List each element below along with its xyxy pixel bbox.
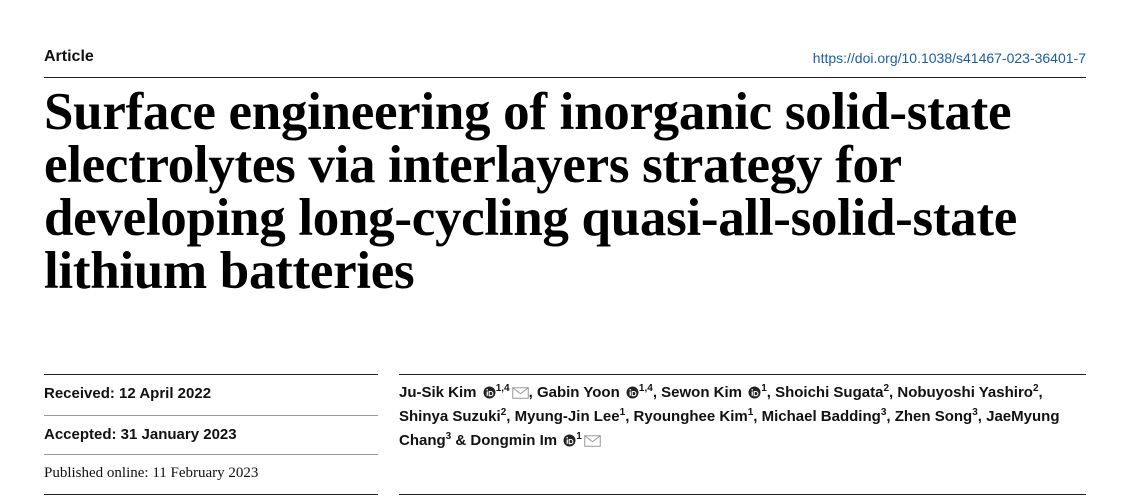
author-name[interactable]: Zhen Song bbox=[894, 408, 973, 425]
author-name[interactable]: Ryounghee Kim bbox=[633, 408, 748, 425]
date-rule bbox=[44, 374, 378, 375]
affiliation: 1,4 bbox=[495, 383, 510, 394]
separator: , bbox=[625, 408, 630, 425]
affiliation: 3 bbox=[880, 407, 887, 418]
affiliation: 2 bbox=[883, 383, 890, 394]
separator: , bbox=[1038, 384, 1043, 401]
doi-link[interactable]: https://doi.org/10.1038/s41467-023-36401… bbox=[812, 50, 1086, 66]
author: Shoichi Sugata2 bbox=[775, 383, 890, 402]
received-date: Received: 12 April 2022 bbox=[44, 385, 212, 402]
accepted-date: Accepted: 31 January 2023 bbox=[44, 426, 237, 443]
separator: , bbox=[766, 384, 771, 401]
author: Sewon Kim 1 bbox=[661, 383, 767, 402]
date-rule bbox=[44, 415, 378, 416]
author-name[interactable]: JaeMyung Chang bbox=[399, 408, 1060, 449]
author: Nobuyoshi Yashiro2 bbox=[897, 383, 1039, 402]
separator: , bbox=[977, 408, 982, 425]
author: Gabin Yoon 1,4 bbox=[536, 383, 653, 402]
separator: , bbox=[652, 384, 657, 401]
affiliation: 2 bbox=[500, 407, 507, 418]
affiliation: 3 bbox=[972, 407, 978, 418]
orcid-icon[interactable] bbox=[483, 386, 496, 399]
date-rule bbox=[44, 494, 378, 495]
author: Zhen Song3 bbox=[894, 407, 978, 426]
author: Ryounghee Kim1 bbox=[633, 407, 754, 426]
author-name[interactable]: Myung-Jin Lee bbox=[514, 408, 620, 425]
affiliation: 1 bbox=[761, 383, 767, 394]
author-name[interactable]: Shoichi Sugata bbox=[775, 384, 884, 401]
affiliation: 1,4 bbox=[638, 383, 653, 394]
author-name[interactable]: Dongmin Im bbox=[470, 432, 558, 449]
affiliation: 1 bbox=[619, 407, 626, 418]
affiliation: 1 bbox=[747, 407, 754, 418]
author-rule bbox=[399, 374, 1086, 375]
separator: , bbox=[886, 408, 891, 425]
author: Shinya Suzuki2 bbox=[399, 407, 507, 426]
author-name[interactable]: Shinya Suzuki bbox=[399, 408, 501, 425]
published-date: Published online: 11 February 2023 bbox=[44, 465, 259, 481]
author-name[interactable]: Gabin Yoon bbox=[536, 384, 620, 401]
separator: & bbox=[455, 432, 467, 449]
author-name[interactable]: Sewon Kim bbox=[661, 384, 743, 401]
separator: , bbox=[506, 408, 511, 425]
author: Myung-Jin Lee1 bbox=[514, 407, 626, 426]
author-name[interactable]: Ju-Sik Kim bbox=[399, 384, 477, 401]
author: Ju-Sik Kim 1,4 bbox=[399, 384, 529, 401]
author-name[interactable]: Michael Badding bbox=[761, 408, 881, 425]
orcid-icon[interactable] bbox=[748, 386, 761, 399]
email-icon[interactable] bbox=[511, 386, 529, 399]
date-rule bbox=[44, 454, 378, 455]
separator: , bbox=[753, 408, 758, 425]
author-name[interactable]: Nobuyoshi Yashiro bbox=[897, 384, 1033, 401]
orcid-icon[interactable] bbox=[626, 386, 639, 399]
author-list: Ju-Sik Kim 1,4, Gabin Yoon 1,4, Sewon Ki… bbox=[399, 381, 1089, 453]
affiliation: 2 bbox=[1032, 383, 1039, 394]
author: JaeMyung Chang3 bbox=[399, 408, 1059, 449]
orcid-icon[interactable] bbox=[563, 434, 576, 447]
affiliation: 3 bbox=[445, 431, 452, 442]
article-title: Surface engineering of inorganic solid-s… bbox=[44, 83, 1017, 300]
author: Michael Badding3 bbox=[761, 407, 887, 426]
email-icon[interactable] bbox=[584, 434, 601, 447]
affiliation: 1 bbox=[576, 431, 582, 442]
author: Dongmin Im 1 bbox=[470, 431, 601, 449]
article-type: Article bbox=[44, 48, 94, 65]
separator: , bbox=[889, 384, 894, 401]
separator: , bbox=[528, 384, 533, 401]
author-rule bbox=[399, 494, 1086, 495]
header-rule bbox=[44, 77, 1086, 78]
